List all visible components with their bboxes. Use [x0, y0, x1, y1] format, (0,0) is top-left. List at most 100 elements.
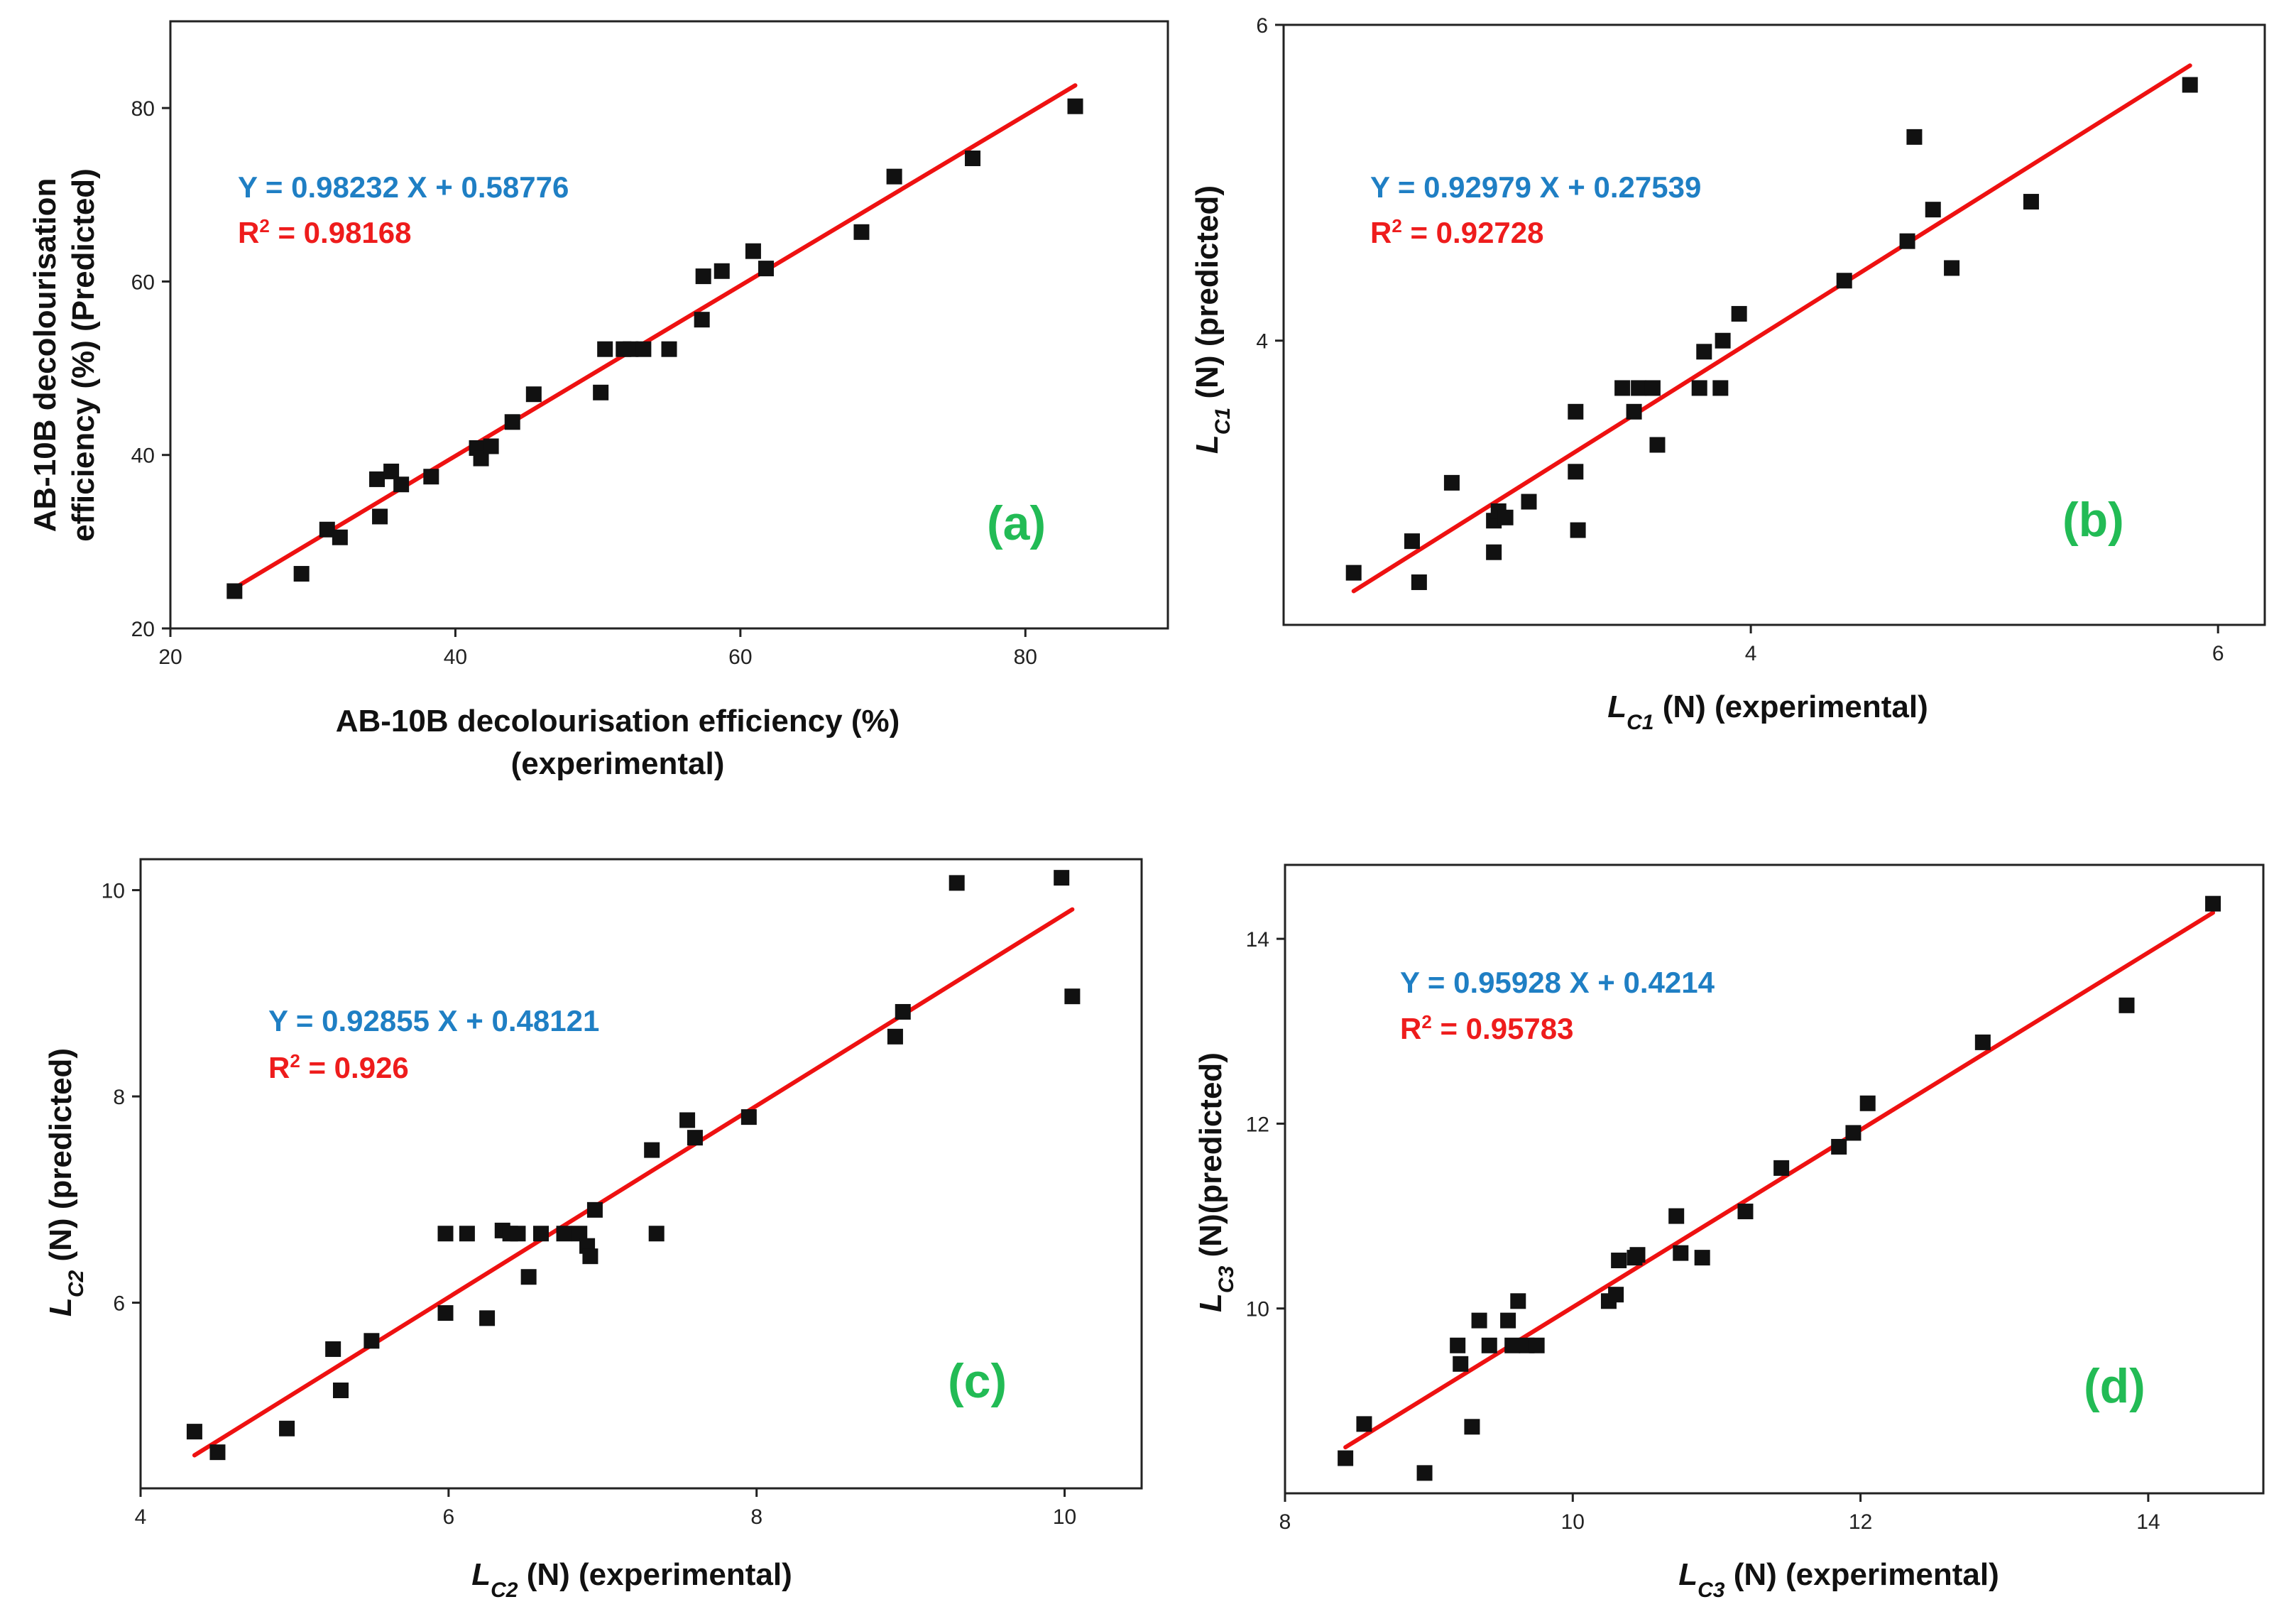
data-point — [1443, 474, 1460, 491]
data-point — [2205, 895, 2221, 912]
data-point — [1668, 1208, 1685, 1224]
data-point — [1486, 544, 1502, 560]
data-point — [623, 341, 639, 357]
data-point — [533, 1226, 549, 1242]
r-squared: R2 = 0.92728 — [1370, 215, 1544, 249]
data-point — [745, 243, 761, 259]
data-point — [1510, 1293, 1526, 1309]
data-point — [895, 1003, 911, 1020]
y-tick-label: 80 — [131, 97, 155, 121]
data-point — [369, 471, 386, 487]
data-point — [886, 168, 902, 185]
x-axis-label: LC1 (N) (experimental) — [1607, 689, 1928, 734]
data-point — [556, 1226, 572, 1242]
data-point — [1974, 1034, 1991, 1050]
data-point — [1644, 380, 1661, 396]
data-point — [695, 268, 711, 285]
data-point — [582, 1248, 598, 1265]
chart-panel-d: 8 10 12 14 10 12 14 Y = 0.95928 X + 0.4214 R2 = … — [1193, 863, 2265, 1602]
x-tick-label: 40 — [444, 645, 467, 669]
data-point — [1696, 344, 1712, 360]
data-point — [510, 1226, 526, 1242]
y-tick-label: 10 — [102, 880, 125, 903]
chart-panel-b: 4 6 4 6 Y = 0.92979 X + 0.27539 R2 = 0.92728 (… — [1190, 14, 2266, 734]
data-point — [1626, 403, 1642, 420]
data-point — [572, 1226, 588, 1242]
y-axis-label: AB-10B decolourisation — [28, 178, 62, 533]
x-tick-label: 6 — [2212, 642, 2224, 665]
data-point — [1570, 522, 1586, 538]
data-point — [1416, 1465, 1433, 1481]
data-points — [226, 98, 1083, 599]
x-tick-label: 10 — [1561, 1510, 1585, 1534]
panel-label: (b) — [2062, 493, 2124, 547]
data-point — [1731, 305, 1747, 322]
x-tick-label: 6 — [443, 1505, 455, 1529]
data-point — [1471, 1312, 1487, 1329]
data-point — [1504, 1337, 1521, 1353]
data-point — [473, 450, 489, 467]
y-tick-label: 12 — [1246, 1113, 1269, 1136]
data-point — [1899, 233, 1915, 249]
data-point — [319, 521, 335, 538]
y-tick-label: 8 — [113, 1086, 125, 1109]
y-axis-label: LC1 (N) (predicted) — [1190, 185, 1235, 454]
x-tick-label: 12 — [1849, 1510, 1872, 1534]
data-point — [186, 1424, 202, 1440]
x-axis-label: (experimental) — [511, 746, 725, 781]
data-point — [758, 261, 774, 277]
data-point — [437, 1305, 454, 1321]
data-point — [1568, 464, 1584, 480]
data-point — [1737, 1204, 1754, 1220]
data-point — [1521, 494, 1537, 510]
data-point — [1614, 380, 1631, 396]
data-point — [1691, 380, 1707, 396]
data-point — [1673, 1245, 1689, 1261]
x-tick-label: 8 — [750, 1505, 762, 1529]
data-point — [1836, 273, 1852, 289]
data-point — [1611, 1253, 1627, 1269]
x-tick-label: 14 — [2136, 1510, 2160, 1534]
panel-label: (c) — [948, 1354, 1007, 1408]
chart-panel-a: 20 40 60 80 20 40 60 80 Y = 0.98232 X + 0.58776 R… — [28, 20, 1169, 781]
fit-equation: Y = 0.95928 X + 0.4214 — [1400, 966, 1715, 999]
data-point — [333, 1383, 349, 1399]
y-axis-label: efficiency (%) (Predicted) — [66, 168, 101, 542]
data-point — [694, 312, 710, 328]
x-tick-label: 80 — [1014, 645, 1037, 669]
data-point — [1453, 1356, 1469, 1372]
fit-equation: Y = 0.92979 X + 0.27539 — [1370, 170, 1701, 204]
data-point — [383, 463, 400, 479]
data-point — [1906, 129, 1923, 145]
data-point — [597, 341, 613, 357]
data-point — [679, 1112, 696, 1128]
data-point — [459, 1226, 475, 1242]
data-point — [1845, 1125, 1862, 1141]
data-point — [1356, 1416, 1372, 1432]
data-point — [1568, 403, 1584, 420]
data-points — [186, 870, 1081, 1461]
fit-equation: Y = 0.92855 X + 0.48121 — [268, 1004, 599, 1037]
data-point — [714, 263, 730, 279]
r-squared: R2 = 0.95783 — [1400, 1011, 1574, 1045]
data-point — [2182, 77, 2198, 93]
data-point — [1859, 1095, 1876, 1111]
plot-frame — [139, 858, 1143, 1490]
x-tick-label: 20 — [158, 645, 182, 669]
plot-frame — [1284, 863, 2265, 1495]
data-point — [644, 1142, 660, 1158]
data-point — [1649, 437, 1666, 453]
data-point — [853, 224, 870, 240]
data-point — [1631, 380, 1647, 396]
y-tick-label: 6 — [113, 1292, 125, 1316]
data-point — [887, 1028, 903, 1045]
data-point — [586, 1201, 603, 1218]
data-point — [437, 1226, 454, 1242]
data-point — [635, 341, 652, 357]
data-point — [1464, 1419, 1480, 1435]
data-point — [687, 1130, 703, 1146]
data-point — [483, 438, 499, 454]
data-point — [1529, 1337, 1545, 1353]
data-point — [504, 414, 520, 430]
